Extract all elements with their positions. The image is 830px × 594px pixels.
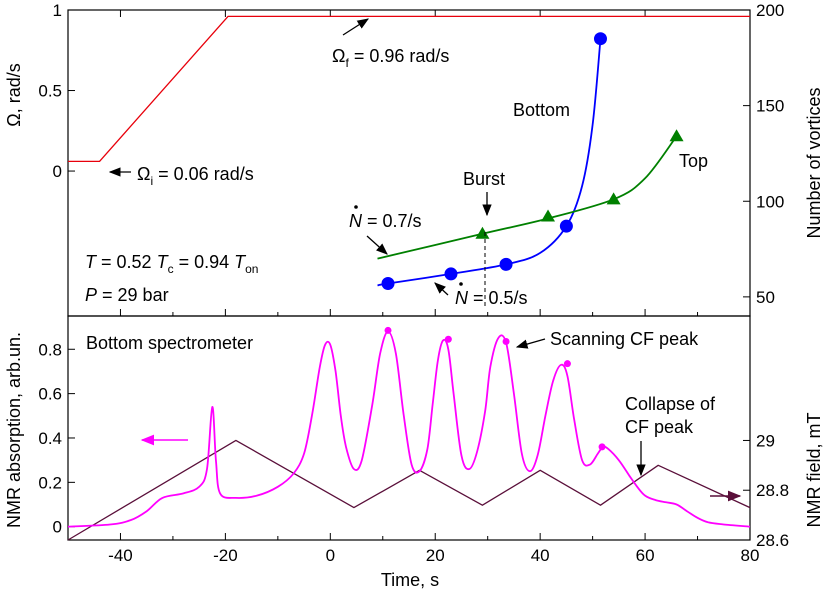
temperature-label: T = 0.52 Tc = 0.94 Ton xyxy=(85,252,258,276)
bottom-vortex-point-2 xyxy=(499,257,513,271)
top-right-tick-label-3: 200 xyxy=(756,1,784,20)
top-series-label: Top xyxy=(679,151,708,171)
x-tick-label-2: 0 xyxy=(326,546,335,565)
x-tick-label-5: 60 xyxy=(636,546,655,565)
x-tick-label-1: -20 xyxy=(213,546,238,565)
axis-ticks: -40 -20 0 20 40 60 8000.515010015020000.20.40.… xyxy=(38,1,789,565)
collapse-label-line2: CF peak xyxy=(625,417,694,437)
x-axis-label: Time, s xyxy=(381,570,439,590)
top-left-tick-label-2: 1 xyxy=(53,1,62,20)
ndot-top-dot xyxy=(354,205,358,209)
pressure-label: P = 29 bar xyxy=(85,285,169,305)
bottom-vortex-point-1 xyxy=(444,267,458,281)
spectrometer-label: Bottom spectrometer xyxy=(86,333,253,353)
scanning-label: Scanning CF peak xyxy=(550,329,699,349)
ndot-top-label: N = 0.7/s xyxy=(349,211,422,231)
bottom-right-axis-label: NMR field, mT xyxy=(804,412,824,527)
ndot-bottom-dot xyxy=(459,282,463,286)
nmr-absorption-line xyxy=(67,330,751,528)
top-right-tick-label-2: 150 xyxy=(756,97,784,116)
top-right-tick-label-0: 50 xyxy=(756,288,775,307)
top-vortex-point-3 xyxy=(669,129,684,142)
top-vortex-fit-line xyxy=(377,135,678,260)
data-series xyxy=(67,15,751,541)
omega-i-label: Ωi = 0.06 rad/s xyxy=(137,164,254,188)
bottom-left-tick-label-2: 0.4 xyxy=(38,429,62,448)
bottom-series-label: Bottom xyxy=(513,100,570,120)
top-vortex-point-1 xyxy=(541,209,556,222)
bottom-vortex-fit-line xyxy=(377,38,602,287)
ndot-bottom-label: N = 0.5/s xyxy=(455,288,528,308)
ndot-top-arrow xyxy=(366,235,388,255)
x-tick-label-3: 20 xyxy=(426,546,445,565)
nmr-field-sweep-line xyxy=(67,439,751,541)
bottom-left-axis-label: NMR absorption, arb.un. xyxy=(4,332,24,528)
bottom-vortex-point-0 xyxy=(381,276,395,290)
omega-f-arrow xyxy=(342,18,369,36)
top-left-tick-label-1: 0.5 xyxy=(38,82,62,101)
ndot-bottom-arrow xyxy=(434,282,449,296)
cf-peak-point-4 xyxy=(598,443,606,451)
bottom-vortex-point-4 xyxy=(593,32,607,46)
bottom-right-tick-label-1: 28.8 xyxy=(756,481,789,500)
collapse-label-line1: Collapse of xyxy=(625,394,716,414)
scanning-arrow xyxy=(515,338,546,349)
cf-peak-point-3 xyxy=(563,360,571,368)
top-vortex-point-2 xyxy=(606,192,621,205)
bottom-left-tick-label-3: 0.6 xyxy=(38,385,62,404)
x-tick-label-4: 40 xyxy=(531,546,550,565)
bottom-left-tick-label-0: 0 xyxy=(53,518,62,537)
bottom-left-tick-label-1: 0.2 xyxy=(38,473,62,492)
top-vortex-point-0 xyxy=(475,226,490,239)
top-left-tick-label-0: 0 xyxy=(53,162,62,181)
top-left-axis-label: Ω, rad/s xyxy=(4,63,24,126)
bottom-panel-frame xyxy=(67,315,751,541)
bottom-right-tick-label-2: 29 xyxy=(756,431,775,450)
rotation-velocity-line xyxy=(68,15,750,163)
cf-peak-point-0 xyxy=(384,326,392,334)
x-tick-label-6: 80 xyxy=(741,546,760,565)
top-right-axis-label: Number of vortices xyxy=(804,87,824,238)
bottom-left-tick-label-4: 0.8 xyxy=(38,340,62,359)
x-tick-label-0: -40 xyxy=(108,546,133,565)
bottom-right-tick-label-0: 28.6 xyxy=(756,531,789,550)
cf-peak-point-1 xyxy=(444,335,452,343)
cf-peak-point-2 xyxy=(502,338,510,346)
bottom-vortex-point-3 xyxy=(559,219,573,233)
burst-label: Burst xyxy=(463,169,505,189)
omega-f-label: Ωf = 0.96 rad/s xyxy=(332,46,449,70)
top-right-tick-label-1: 100 xyxy=(756,192,784,211)
